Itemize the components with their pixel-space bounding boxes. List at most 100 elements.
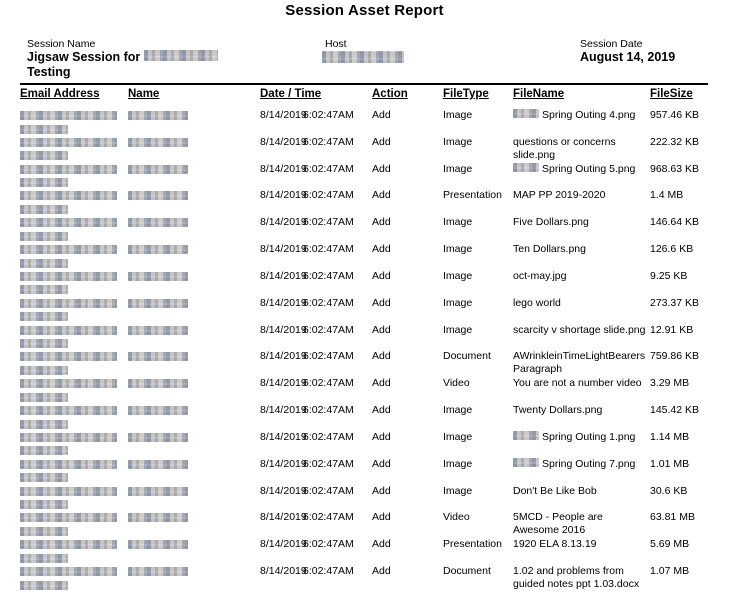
redacted-email-line1	[20, 271, 117, 281]
file-name-text: lego world	[513, 296, 561, 309]
file-type-cell: Image	[443, 135, 473, 148]
file-name-cell: Spring Outing 1.png	[513, 430, 646, 444]
redacted-email-line1	[20, 459, 117, 469]
file-name-text: Twenty Dollars.png	[513, 404, 603, 417]
redacted-name	[128, 271, 188, 281]
action-cell: Add	[372, 350, 391, 363]
action-cell: Add	[372, 243, 391, 256]
redacted-email-line2	[20, 580, 68, 590]
redacted-email-line2	[20, 392, 68, 402]
date-time-cell: 8/14/20196:02:47AM	[260, 243, 372, 256]
file-name-cell: AWrinkleinTimeLightBearersParagraph	[513, 350, 646, 376]
redacted-email-line2	[20, 419, 68, 429]
file-name-text: AWrinkleinTimeLightBearersParagraph	[513, 350, 646, 376]
name-cell	[128, 216, 260, 228]
redacted-email-line1	[20, 325, 117, 335]
file-type-cell: Image	[443, 457, 473, 470]
action-cell: Add	[372, 323, 391, 336]
file-size-cell: 12.91 KB	[650, 323, 694, 336]
redacted-email-line2	[20, 500, 68, 510]
time-value: 6:02:47AM	[303, 538, 354, 551]
name-cell	[128, 431, 260, 442]
email-address-cell	[20, 216, 128, 241]
date-value: 8/14/2019	[260, 484, 307, 497]
action-cell: Add	[372, 189, 391, 202]
time-value: 6:02:47AM	[303, 135, 354, 148]
action-cell: Add	[372, 430, 391, 443]
redacted-filename-prefix	[513, 162, 539, 172]
date-time-cell: 8/14/20196:02:47AM	[260, 404, 372, 417]
email-address-cell	[20, 109, 128, 134]
name-cell	[128, 136, 260, 147]
table-row: 8/14/20196:02:47AM Add Video 5MCD - Peop…	[20, 511, 708, 538]
time-value: 6:02:47AM	[303, 296, 354, 309]
file-name-text: Ten Dollars.png	[513, 243, 586, 256]
redacted-name	[128, 513, 188, 523]
file-type-cell: Image	[443, 296, 473, 309]
file-name-cell: Don't Be Like Bob	[513, 485, 646, 498]
file-name-cell: 1920 ELA 8.13.19	[513, 538, 646, 551]
file-name-cell: lego world	[513, 297, 646, 310]
action-cell: Add	[372, 538, 391, 551]
file-size-cell: 3.29 MB	[650, 377, 690, 390]
table-row: 8/14/20196:02:47AM Add Image Spring Outi…	[20, 109, 708, 136]
file-name-text: Spring Outing 7.png	[542, 457, 636, 470]
time-value: 6:02:47AM	[303, 484, 354, 497]
column-header-name: Name	[128, 88, 160, 100]
redacted-filename-prefix	[513, 457, 539, 467]
file-name-text: Spring Outing 5.png	[542, 162, 636, 175]
email-address-cell	[20, 538, 128, 563]
redacted-email-line1	[20, 379, 117, 389]
redacted-session-name-segment	[144, 50, 219, 61]
date-time-cell: 8/14/20196:02:47AM	[260, 458, 372, 471]
column-header-email-address: Email Address	[20, 88, 100, 100]
email-address-cell	[20, 565, 128, 590]
date-time-cell: 8/14/20196:02:47AM	[260, 538, 372, 551]
session-date-value: August 14, 2019	[580, 50, 676, 64]
file-name-cell: questions or concerns slide.png	[513, 136, 646, 162]
column-header-date-time: Date / Time	[260, 88, 322, 100]
name-cell	[128, 109, 260, 120]
redacted-email-line1	[20, 513, 117, 523]
table-row: 8/14/20196:02:47AM Add Video You are not…	[20, 377, 708, 404]
email-address-cell	[20, 458, 128, 483]
file-name-text: MAP PP 2019-2020	[513, 189, 606, 202]
column-header-filesize: FileSize	[650, 88, 693, 100]
date-time-cell: 8/14/20196:02:47AM	[260, 485, 372, 498]
email-address-cell	[20, 377, 128, 402]
page-title: Session Asset Report	[285, 2, 444, 19]
date-time-cell: 8/14/20196:02:47AM	[260, 350, 372, 363]
name-cell	[128, 189, 260, 201]
time-value: 6:02:47AM	[303, 109, 354, 121]
date-value: 8/14/2019	[260, 135, 307, 148]
date-value: 8/14/2019	[260, 296, 307, 309]
table-row: 8/14/20196:02:47AM Add Image Twenty Doll…	[20, 404, 708, 431]
redacted-email-line2	[20, 124, 68, 134]
table-header-row: Email Address Name Date / Time Action Fi…	[20, 88, 708, 100]
host-label: Host	[325, 38, 347, 50]
date-value: 8/14/2019	[260, 350, 307, 363]
file-name-cell: Spring Outing 5.png	[513, 162, 646, 176]
redacted-email-line1	[20, 137, 117, 147]
table-row: 8/14/20196:02:47AM Add Image Don't Be Li…	[20, 485, 708, 512]
redacted-name	[128, 164, 188, 174]
redacted-host-name	[322, 51, 404, 63]
table-row: 8/14/20196:02:47AM Add Document 1.02 and…	[20, 565, 708, 592]
action-cell: Add	[372, 565, 391, 578]
email-address-cell	[20, 189, 128, 214]
table-row: 8/14/20196:02:47AM Add Image Five Dollar…	[20, 216, 708, 243]
table-row: 8/14/20196:02:47AM Add Image Spring Outi…	[20, 457, 708, 485]
file-name-text: You are not a number video	[513, 377, 642, 390]
time-value: 6:02:47AM	[303, 377, 354, 390]
file-size-cell: 30.6 KB	[650, 484, 688, 497]
table-row: 8/14/20196:02:47AM Add Image oct-may.jpg…	[20, 270, 708, 297]
file-size-cell: 1.07 MB	[650, 565, 690, 578]
time-value: 6:02:47AM	[303, 216, 354, 229]
date-value: 8/14/2019	[260, 377, 307, 390]
file-name-text: Don't Be Like Bob	[513, 484, 597, 497]
email-address-cell	[20, 270, 128, 295]
action-cell: Add	[372, 162, 391, 175]
redacted-name	[128, 406, 188, 416]
file-type-cell: Image	[443, 484, 473, 497]
